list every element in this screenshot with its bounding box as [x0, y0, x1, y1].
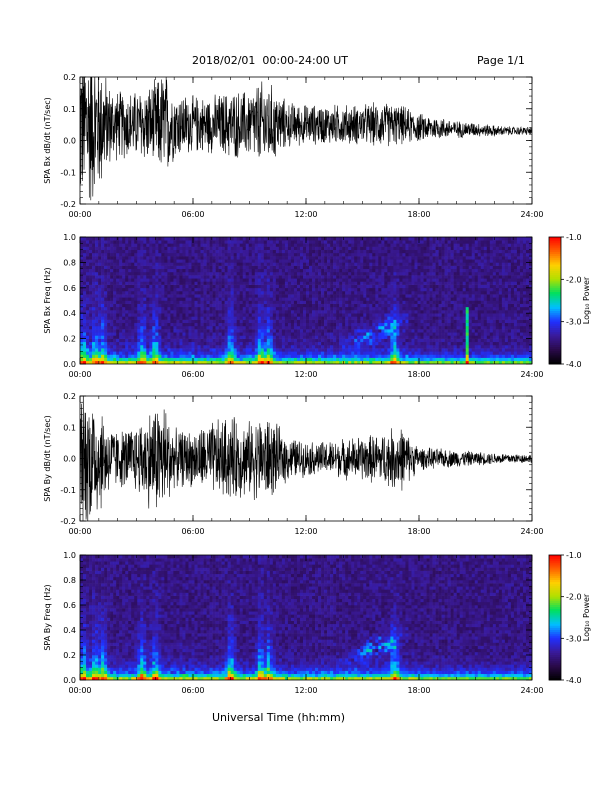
- colorbar-label: Log₁₀ Power: [582, 276, 591, 324]
- y-tick-label: 0.2: [63, 335, 76, 344]
- colorbar-tick-label: -1.0: [566, 233, 582, 242]
- x-tick-label: 00:00: [68, 527, 91, 536]
- y-tick-label: 0.2: [63, 651, 76, 660]
- y-tick-label: 0.6: [63, 284, 76, 293]
- x-tick-label: 12:00: [294, 370, 317, 379]
- bx-timeseries-trace: [80, 77, 532, 201]
- x-tick-label: 18:00: [407, 527, 430, 536]
- colorbar-tick-label: -4.0: [566, 676, 582, 685]
- x-tick-label: 12:00: [294, 210, 317, 219]
- by-spectrogram-cells: [80, 555, 532, 680]
- x-tick-label: 00:00: [68, 686, 91, 695]
- y-tick-label: 0.0: [63, 455, 76, 464]
- y-tick-label: 0.1: [63, 105, 76, 114]
- y-tick-label: 0.0: [63, 360, 76, 369]
- bx-spectrogram-cells: [80, 237, 532, 364]
- x-tick-label: 12:00: [294, 686, 317, 695]
- y-tick-label: 0.0: [63, 676, 76, 685]
- x-tick-label: 00:00: [68, 210, 91, 219]
- x-tick-label: 18:00: [407, 210, 430, 219]
- colorbar-tick-label: -2.0: [566, 593, 582, 602]
- x-tick-label: 24:00: [520, 370, 543, 379]
- bx-spectrogram-colorbar: -1.0 -2.0 -3.0 -4.0 Log₁₀ Power: [548, 233, 591, 369]
- x-tick-label: 06:00: [181, 370, 204, 379]
- x-tick-label: 06:00: [181, 527, 204, 536]
- bx-spectrogram-ylabel: SPA Bx Freq (Hz): [43, 267, 52, 333]
- y-tick-label: 0.0: [63, 137, 76, 146]
- y-tick-label: 0.6: [63, 601, 76, 610]
- y-tick-label: 0.8: [63, 576, 76, 585]
- x-tick-label: 24:00: [520, 210, 543, 219]
- x-tick-label: 00:00: [68, 370, 91, 379]
- y-tick-label: -0.1: [60, 486, 76, 495]
- y-tick-label: 0.4: [63, 309, 76, 318]
- header-page-number: Page 1/1: [477, 54, 525, 67]
- y-tick-label: 0.1: [63, 423, 76, 432]
- colorbar-label: Log₁₀ Power: [582, 593, 591, 641]
- y-tick-label: 0.4: [63, 626, 76, 635]
- by-timeseries-panel: -0.2 -0.1 0.0 0.1 0.2 00:00 06:00 12:00 18:00 24:…: [43, 392, 544, 536]
- y-tick-label: -0.2: [60, 517, 76, 526]
- header-date-range: 2018/02/01 00:00-24:00 UT: [192, 54, 349, 67]
- by-spectrogram-colorbar: -1.0 -2.0 -3.0 -4.0 Log₁₀ Power: [548, 551, 591, 685]
- colorbar-tick-label: -2.0: [566, 275, 582, 284]
- y-tick-label: -0.2: [60, 200, 76, 209]
- x-tick-label: 18:00: [407, 686, 430, 695]
- x-tick-label: 06:00: [181, 210, 204, 219]
- bx-spectrogram-colorbar-frame: [548, 236, 562, 365]
- colorbar-tick-label: -4.0: [566, 360, 582, 369]
- x-tick-label: 06:00: [181, 686, 204, 695]
- by-spectrogram-ylabel: SPA By Freq (Hz): [43, 584, 52, 650]
- by-timeseries-ylabel: SPA By dB/dt (nT/sec): [43, 415, 52, 502]
- y-tick-label: 0.8: [63, 258, 76, 267]
- by-spectrogram-colorbar-frame: [548, 554, 562, 681]
- x-axis-title: Universal Time (hh:mm): [212, 711, 345, 724]
- x-tick-label: 12:00: [294, 527, 317, 536]
- by-timeseries-trace: [80, 396, 532, 521]
- colorbar-tick-label: -3.0: [566, 318, 582, 327]
- colorbar-tick-label: -3.0: [566, 634, 582, 643]
- bx-timeseries-panel: -0.2 -0.1 0.0 0.1 0.2 00:00 06:00 12:00 18:00 24:…: [43, 73, 544, 219]
- x-tick-label: 18:00: [407, 370, 430, 379]
- bx-timeseries-ylabel: SPA Bx dB/dt (nT/sec): [43, 97, 52, 184]
- x-tick-label: 24:00: [520, 527, 543, 536]
- bx-spectrogram-panel: -1.0 -2.0 -3.0 -4.0 Log₁₀ Power 0.0 0.2 0.4 0.6 0…: [43, 233, 591, 379]
- colorbar-tick-label: -1.0: [566, 551, 582, 560]
- y-tick-label: 1.0: [63, 551, 76, 560]
- y-tick-label: -0.1: [60, 168, 76, 177]
- y-tick-label: 0.2: [63, 392, 76, 401]
- y-tick-label: 1.0: [63, 233, 76, 242]
- y-tick-label: 0.2: [63, 73, 76, 82]
- by-spectrogram-panel: -1.0 -2.0 -3.0 -4.0 Log₁₀ Power 0.0 0.2 0.4 0.6 0…: [43, 551, 591, 695]
- x-tick-label: 24:00: [520, 686, 543, 695]
